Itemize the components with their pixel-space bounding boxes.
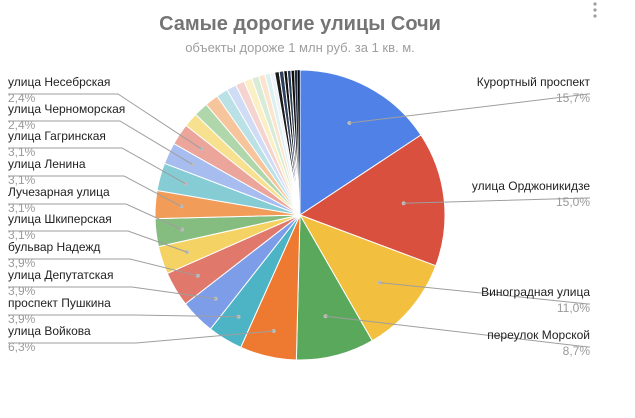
chart-subtitle: объекты дороже 1 млн руб. за 1 кв. м.: [185, 40, 415, 55]
pie-slice[interactable]: [298, 134, 446, 267]
slice-label-name: Курортный проспект: [477, 75, 591, 89]
slice-label-value: 3,1%: [8, 228, 36, 242]
leader-line: [8, 175, 182, 207]
leader-line: [8, 314, 239, 318]
pie-slice[interactable]: [298, 214, 437, 342]
pie-slice[interactable]: [297, 69, 301, 216]
leader-line: [325, 315, 590, 348]
slice-label-value: 3,9%: [8, 312, 36, 326]
label-leaders: [8, 93, 590, 348]
slice-label-value: 3,9%: [8, 256, 36, 270]
slice-label-name: улица Шкиперская: [8, 212, 112, 226]
slice-label-name: улица Черноморская: [8, 102, 125, 116]
leader-line: [8, 120, 193, 165]
slice-label-value: 3,9%: [8, 284, 36, 298]
leader-line: [8, 203, 183, 230]
leader-line: [8, 93, 202, 150]
pie-slices: [154, 69, 446, 361]
leader-line: [8, 230, 188, 253]
slice-label-name: улица Орджоникидзе: [472, 179, 590, 193]
leader-line: [8, 147, 186, 185]
slice-label-name: Виноградная улица: [481, 285, 590, 299]
slice-label-name: Лучезарная улица: [8, 185, 110, 199]
leader-line: [8, 258, 198, 277]
slice-label-name: улица Несебрская: [8, 75, 110, 89]
slice-label-name: переулок Морской: [487, 328, 590, 342]
slice-label-value: 2,4%: [8, 91, 36, 105]
slice-label-value: 2,4%: [8, 118, 36, 132]
leader-line: [379, 282, 590, 305]
pie-slice[interactable]: [299, 69, 422, 216]
leader-line: [403, 197, 590, 204]
slice-label-name: улица Ленина: [8, 157, 86, 171]
leader-line: [8, 330, 274, 344]
more-vert-icon[interactable]: [588, 0, 602, 22]
slice-label-name: улица Войкова: [8, 324, 91, 338]
slice-label-value: 15,0%: [556, 195, 590, 209]
slice-label-value: 3,1%: [8, 145, 36, 159]
slice-label-name: улица Гагринская: [8, 129, 106, 143]
slice-label-name: улица Депутатская: [8, 268, 113, 282]
leader-line: [349, 93, 590, 124]
slice-labels: Курортный проспект 15,7% улица Орджоникидз…: [8, 75, 591, 358]
slice-label-name: проспект Пушкина: [8, 296, 111, 310]
leader-line: [8, 286, 216, 300]
slice-label-value: 3,1%: [8, 173, 36, 187]
slice-label-value: 15,7%: [556, 91, 590, 105]
chart-title: Самые дорогие улицы Сочи: [159, 13, 441, 35]
slice-label-value: 6,3%: [8, 340, 36, 354]
slice-label-value: 8,7%: [563, 344, 591, 358]
slice-label-value: 3,1%: [8, 201, 36, 215]
slice-label-value: 11,0%: [557, 301, 590, 315]
slice-label-name: бульвар Надежд: [8, 240, 100, 254]
